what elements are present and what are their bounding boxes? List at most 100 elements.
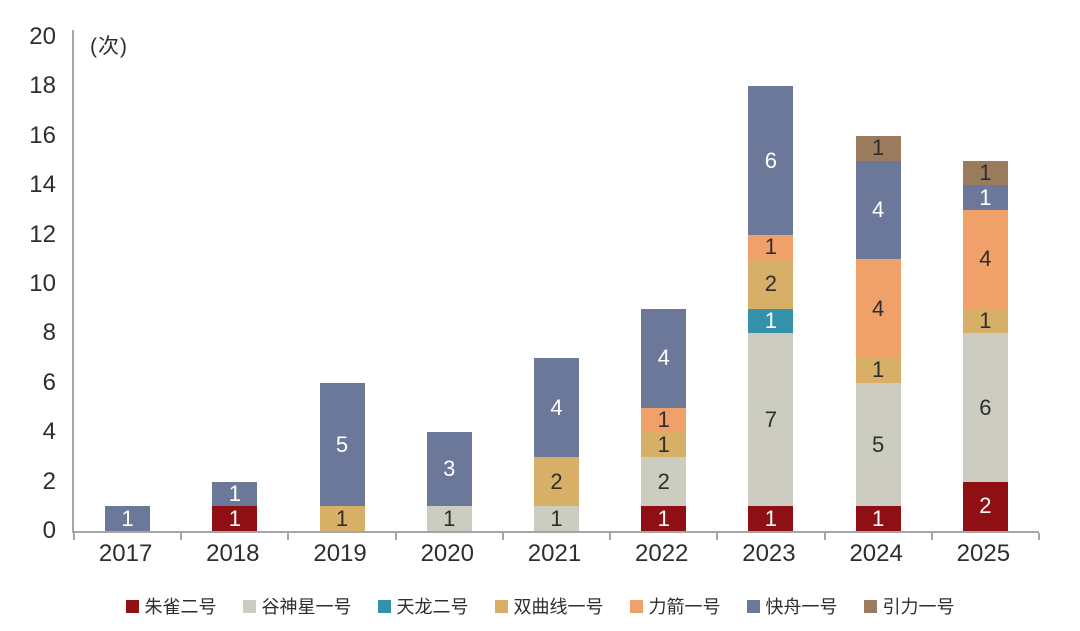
stacked-bar: 1 2 4 bbox=[533, 37, 579, 531]
bar-segment: 1 bbox=[748, 505, 794, 531]
segment-value: 1 bbox=[872, 135, 885, 161]
legend-item: 引力一号 bbox=[863, 593, 955, 619]
x-tick-label: 2025 bbox=[956, 540, 1011, 567]
bar-segment: 1 bbox=[962, 159, 1008, 186]
bar-slot: 1 5 1 4 4 1 bbox=[825, 37, 932, 531]
x-tick-label: 2024 bbox=[849, 540, 903, 567]
bar-slot: 1 7 1 2 1 6 bbox=[717, 37, 824, 531]
bar-segment: 1 bbox=[641, 431, 687, 457]
segment-value: 1 bbox=[443, 505, 456, 531]
segment-value: 2 bbox=[550, 468, 563, 494]
bar-segment: 5 bbox=[319, 382, 365, 507]
y-tick-label: 20 bbox=[29, 23, 56, 50]
bar-segment: 4 bbox=[641, 308, 687, 408]
segment-value: 1 bbox=[121, 505, 134, 531]
bar-slot: 1 2 4 bbox=[503, 37, 610, 531]
segment-value: 1 bbox=[979, 159, 992, 185]
y-tick-label: 12 bbox=[29, 220, 56, 248]
bar-segment: 1 bbox=[855, 506, 901, 531]
segment-value: 4 bbox=[550, 394, 563, 420]
x-axis-tick bbox=[73, 533, 75, 540]
bar-segment: 1 bbox=[855, 135, 901, 161]
y-tick-label: 16 bbox=[29, 121, 56, 149]
segment-value: 4 bbox=[979, 246, 992, 272]
segment-value: 1 bbox=[872, 357, 885, 383]
y-tick-label: 6 bbox=[42, 368, 56, 396]
legend-swatch bbox=[746, 599, 760, 613]
y-tick-label: 10 bbox=[29, 270, 56, 297]
legend-label: 双曲线一号 bbox=[513, 597, 604, 617]
legend-label: 引力一号 bbox=[882, 597, 955, 617]
segment-value: 7 bbox=[764, 406, 778, 432]
segment-value: 5 bbox=[335, 431, 349, 457]
segment-value: 1 bbox=[228, 505, 241, 531]
segment-value: 1 bbox=[764, 505, 778, 531]
y-tick-label: 4 bbox=[42, 418, 56, 446]
x-axis-tick bbox=[501, 533, 504, 540]
bar-segment: 4 bbox=[962, 209, 1008, 309]
bar-segment: 6 bbox=[962, 333, 1008, 482]
segment-value: 2 bbox=[764, 271, 778, 297]
legend-label: 力箭一号 bbox=[648, 597, 721, 617]
segment-value: 1 bbox=[657, 406, 670, 432]
legend-item: 天龙二号 bbox=[377, 593, 469, 619]
bar-segment: 1 bbox=[641, 406, 687, 433]
x-tick-label: 2018 bbox=[206, 540, 260, 567]
legend-swatch bbox=[125, 599, 139, 613]
y-tick-label: 0 bbox=[42, 517, 56, 544]
bar-segment: 5 bbox=[855, 382, 901, 507]
bar-segment: 2 bbox=[748, 259, 794, 309]
segment-value: 1 bbox=[764, 234, 778, 259]
y-axis-tick-labels: 0 2 4 6 8 10 12 14 16 18 20 bbox=[0, 25, 56, 543]
segment-value: 4 bbox=[872, 196, 885, 222]
bar-segment: 1 bbox=[855, 357, 901, 383]
segment-value: 1 bbox=[979, 308, 992, 334]
bar-segment: 1 bbox=[962, 308, 1008, 334]
legend-label: 谷神星一号 bbox=[261, 597, 352, 617]
x-axis-tick bbox=[394, 533, 397, 540]
x-axis-tick bbox=[1038, 533, 1040, 540]
legend-swatch bbox=[494, 599, 508, 613]
legend-label: 朱雀二号 bbox=[144, 597, 217, 617]
bar-slot: 1 bbox=[74, 37, 181, 531]
bar-segment: 1 bbox=[962, 184, 1008, 210]
stacked-bar: 1 7 1 2 1 6 bbox=[748, 37, 794, 531]
y-axis-unit-label: (次) bbox=[90, 35, 128, 58]
segment-value: 3 bbox=[443, 456, 456, 482]
legend-item: 朱雀二号 bbox=[125, 593, 217, 619]
x-tick-label: 2021 bbox=[527, 540, 582, 567]
bar-segment: 1 bbox=[319, 505, 365, 531]
segment-value: 5 bbox=[872, 431, 885, 457]
segment-value: 1 bbox=[335, 505, 349, 531]
x-axis-tick bbox=[287, 533, 290, 540]
y-tick-label: 8 bbox=[42, 319, 56, 347]
x-axis-tick-labels: 2017 2018 2019 2020 2021 2022 2023 2024 2025 bbox=[72, 540, 1037, 570]
legend: 朱雀二号 谷神星一号 天龙二号 双曲线一号 力箭一号 快舟一号 引力一号 bbox=[0, 593, 1080, 619]
legend-item: 双曲线一号 bbox=[494, 593, 604, 619]
bar-segment: 1 bbox=[212, 505, 258, 531]
legend-swatch bbox=[863, 599, 877, 613]
segment-value: 1 bbox=[657, 431, 670, 457]
bar-segment: 1 bbox=[641, 506, 687, 531]
bar-segment: 4 bbox=[533, 358, 579, 457]
x-tick-label: 2023 bbox=[742, 540, 796, 567]
segment-value: 1 bbox=[228, 480, 241, 506]
legend-item: 谷神星一号 bbox=[242, 593, 352, 619]
bar-segment: 4 bbox=[855, 160, 901, 260]
segment-value: 1 bbox=[979, 184, 992, 210]
segment-value: 1 bbox=[764, 308, 778, 334]
x-tick-label: 2019 bbox=[313, 540, 367, 567]
legend-swatch bbox=[242, 599, 256, 613]
segment-value: 6 bbox=[764, 147, 778, 173]
bar-segment: 2 bbox=[533, 456, 579, 507]
bar-segment: 1 bbox=[105, 505, 151, 531]
